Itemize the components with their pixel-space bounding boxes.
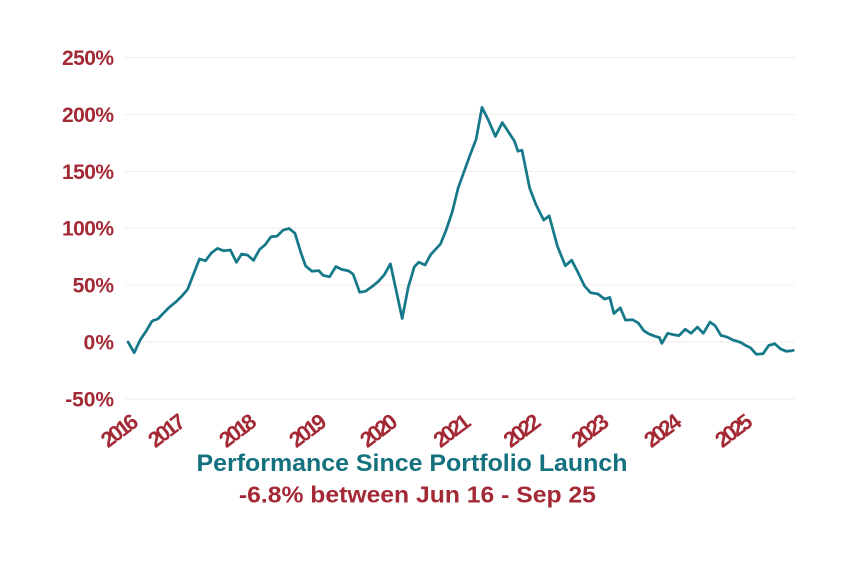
svg-text:100%: 100% [62,218,114,241]
svg-text:-50%: -50% [65,389,114,412]
svg-text:2021: 2021 [428,409,475,453]
svg-text:2023: 2023 [567,409,614,453]
svg-text:-6.8% between Jun 16 - Sep 25: -6.8% between Jun 16 - Sep 25 [239,482,596,508]
svg-text:2016: 2016 [96,409,143,453]
svg-text:0%: 0% [84,332,115,355]
svg-text:250%: 250% [62,47,114,70]
svg-text:Performance Since Portfolio La: Performance Since Portfolio Launch [197,450,628,477]
svg-text:200%: 200% [62,104,114,127]
svg-text:50%: 50% [73,275,115,298]
svg-text:2018: 2018 [214,409,261,453]
svg-text:2020: 2020 [355,409,402,453]
svg-text:150%: 150% [62,161,114,184]
svg-text:2019: 2019 [284,409,331,453]
svg-text:2022: 2022 [499,409,546,453]
svg-text:2017: 2017 [143,409,190,453]
svg-text:2025: 2025 [710,409,757,453]
svg-text:2024: 2024 [639,408,687,452]
